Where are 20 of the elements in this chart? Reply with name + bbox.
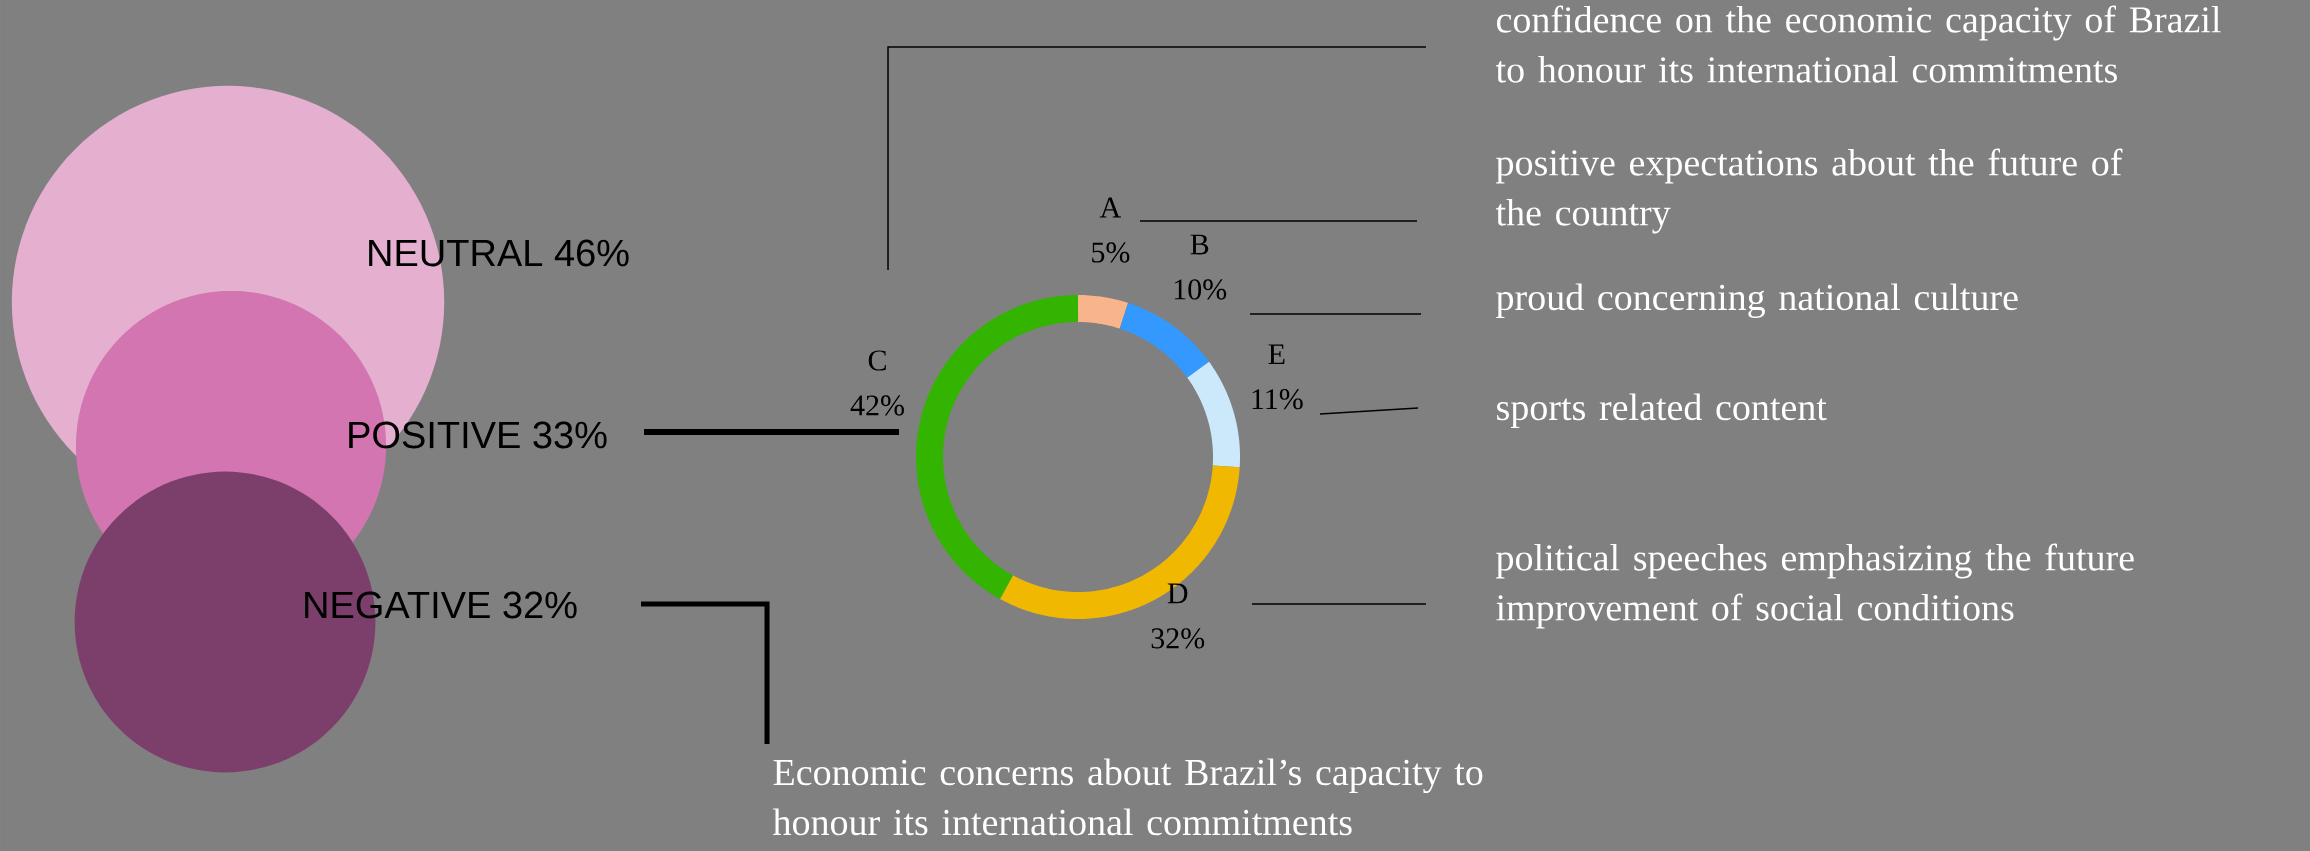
data-label: 10%: [1174, 279, 1227, 300]
slice-label: D: [1167, 583, 1188, 604]
text: political speeches emphasizing the future improvement of social conditions: [1496, 543, 2134, 629]
data-label: 33%: [533, 421, 607, 449]
text: positive expectations about the future of the country: [1495, 148, 2123, 234]
text: Economic concerns about Brazil’s capacity to honour its international commitments: [772, 758, 1483, 836]
data-label: 32%: [503, 591, 577, 619]
text: confidence on the economic capacity of Brazil to honour its international commitments: [1495, 5, 2221, 83]
slice-label: C: [868, 350, 886, 371]
data-label: 46%: [554, 239, 629, 267]
slice-label: B: [1190, 234, 1209, 255]
data-label: 32%: [1151, 628, 1205, 649]
data-label: 5%: [1092, 242, 1130, 263]
text: sports related content: [1497, 393, 1827, 428]
data-label: 42%: [850, 395, 904, 416]
slice-label: E: [1268, 344, 1285, 365]
slice-label: A: [1099, 197, 1122, 218]
category-label: NEGATIVE: [305, 591, 490, 619]
text: proud concerning national culture: [1496, 283, 2018, 319]
data-label: 11%: [1252, 389, 1303, 410]
